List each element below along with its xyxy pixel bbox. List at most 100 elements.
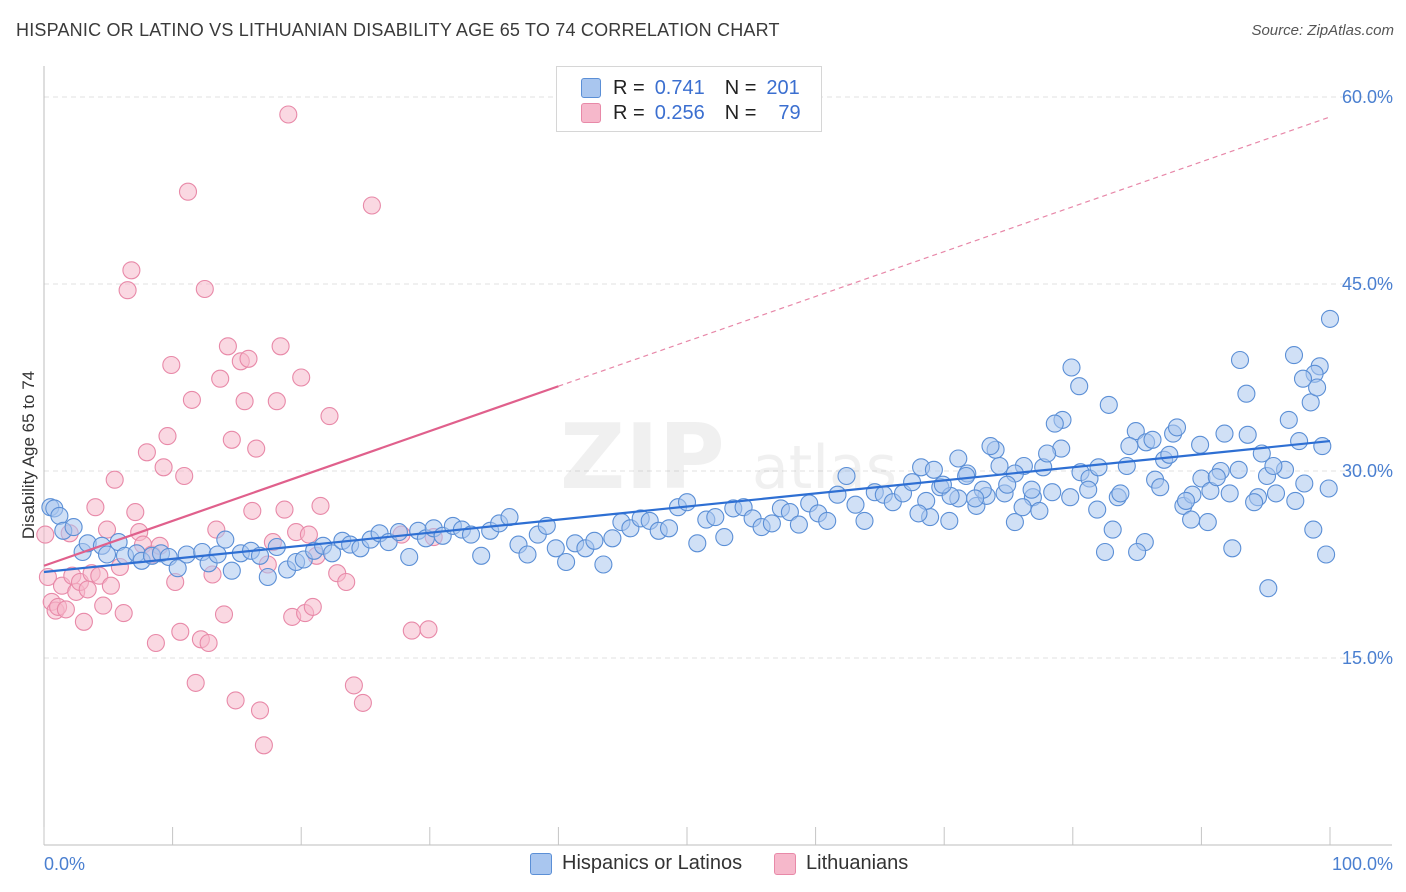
lithuanian-point xyxy=(235,392,254,411)
lithuanian-point xyxy=(162,355,181,375)
hispanic-point xyxy=(1126,422,1145,441)
hispanic-point xyxy=(1317,545,1336,564)
axes xyxy=(43,66,1392,846)
hispanic-point xyxy=(1191,435,1210,454)
lithuanian-point xyxy=(186,673,205,692)
hispanic-point xyxy=(250,546,270,565)
lithuanian-point xyxy=(353,693,372,712)
hispanics-trend-line xyxy=(43,439,1331,574)
lithuanian-point xyxy=(344,676,363,695)
hispanic-point xyxy=(1030,501,1049,520)
hispanic-point xyxy=(1151,478,1170,497)
hispanic-point xyxy=(1220,484,1239,503)
hispanic-point xyxy=(1320,309,1340,328)
hispanic-point xyxy=(706,508,725,527)
tick-labels: 15.0% 30.0% 45.0% 60.0% 0.0% 100.0% xyxy=(44,87,1393,874)
lithuanian-point xyxy=(114,604,133,623)
hispanic-point xyxy=(1215,424,1234,443)
lithuanian-point xyxy=(362,196,381,215)
lithuanian-point xyxy=(254,736,273,755)
hispanic-point xyxy=(828,485,847,504)
hispanic-point xyxy=(990,456,1009,476)
legend-n-value: 79 xyxy=(778,101,801,124)
hispanic-point xyxy=(97,545,117,564)
hispanic-point xyxy=(1223,539,1242,558)
lithuanian-point xyxy=(118,281,137,300)
lithuanian-point xyxy=(154,458,173,477)
lithuanian-point xyxy=(239,349,258,368)
hispanic-point xyxy=(957,466,976,486)
hispanic-point xyxy=(909,504,928,523)
hispanic-point xyxy=(1313,437,1332,456)
legend-r-label: R = xyxy=(613,101,645,124)
hispanic-point xyxy=(323,544,342,563)
hispanic-point xyxy=(981,437,1000,456)
hispanic-point xyxy=(1207,468,1226,487)
trend-lines xyxy=(43,116,1331,574)
hispanic-point xyxy=(546,539,565,558)
legend-swatch-blue xyxy=(581,78,601,98)
hispanic-point xyxy=(949,449,968,468)
lithuanian-point xyxy=(171,622,190,641)
lithuanians-trend-line xyxy=(43,385,559,567)
watermark: ZIP atlas xyxy=(560,405,897,510)
hispanic-point xyxy=(1245,493,1264,512)
hispanic-point xyxy=(1045,414,1064,433)
lithuanian-point xyxy=(247,439,266,458)
legend-swatch-pink xyxy=(581,103,601,123)
legend-n-label: N = xyxy=(724,76,757,99)
hispanic-point xyxy=(64,518,83,537)
hispanic-point xyxy=(1088,500,1107,519)
lithuanian-point xyxy=(195,279,214,299)
lithuanian-point xyxy=(292,368,311,387)
hispanic-point xyxy=(461,525,481,544)
y-tick-label: 45.0% xyxy=(1342,274,1393,294)
hispanic-point xyxy=(1182,510,1201,529)
lithuanian-point xyxy=(303,597,322,616)
x-tick-label: 0.0% xyxy=(44,854,85,874)
hispanic-point xyxy=(1237,384,1256,403)
lithuanian-point xyxy=(126,503,145,522)
hispanic-point xyxy=(762,514,781,533)
lithuanian-point xyxy=(199,633,218,653)
legend-r-value: 0.741 xyxy=(654,76,705,99)
lithuanians-points xyxy=(36,105,443,755)
legend-row-lithuanians: R = 0.256 N = 79 xyxy=(581,101,801,125)
hispanic-point xyxy=(1293,369,1313,388)
lithuanian-point xyxy=(214,605,234,624)
hispanic-point xyxy=(1120,437,1139,456)
lithuanian-point xyxy=(97,520,117,539)
hispanic-point xyxy=(1279,410,1298,429)
lithuanian-point xyxy=(299,525,318,544)
hispanic-point xyxy=(222,561,241,580)
hispanic-point xyxy=(1176,491,1196,510)
hispanic-point xyxy=(50,506,69,525)
hispanic-point xyxy=(168,559,187,578)
hispanic-point xyxy=(557,552,576,572)
lithuanian-point xyxy=(94,596,113,615)
hispanic-point xyxy=(1259,579,1278,598)
hispanic-point xyxy=(1070,377,1089,396)
lithuanian-point xyxy=(101,576,120,595)
hispanic-point xyxy=(216,530,235,549)
hispanic-point xyxy=(837,466,856,486)
hispanic-point xyxy=(1103,520,1122,539)
bottom-legend-label: Lithuanians xyxy=(806,852,909,874)
legend-n-value: 201 xyxy=(766,76,800,99)
lithuanian-point xyxy=(175,466,194,486)
hispanic-point xyxy=(659,519,679,538)
lithuanian-point xyxy=(78,580,97,599)
legend-r-value: 0.256 xyxy=(654,101,705,124)
legend: R = 0.741 N = 201 R = 0.256 N = 79 xyxy=(556,66,822,132)
lithuanian-point xyxy=(137,443,156,462)
hispanic-point xyxy=(1238,425,1257,444)
hispanic-point xyxy=(715,528,734,547)
hispanic-point xyxy=(1319,479,1338,498)
lithuanian-point xyxy=(158,427,177,446)
bottom-legend-label: Hispanics or Latinos xyxy=(562,852,743,874)
legend-n-label: N = xyxy=(724,101,757,124)
lithuanian-point xyxy=(178,182,198,201)
legend-row-hispanics: R = 0.741 N = 201 xyxy=(581,76,800,100)
lithuanian-point xyxy=(36,525,55,544)
hispanic-point xyxy=(1295,474,1314,493)
